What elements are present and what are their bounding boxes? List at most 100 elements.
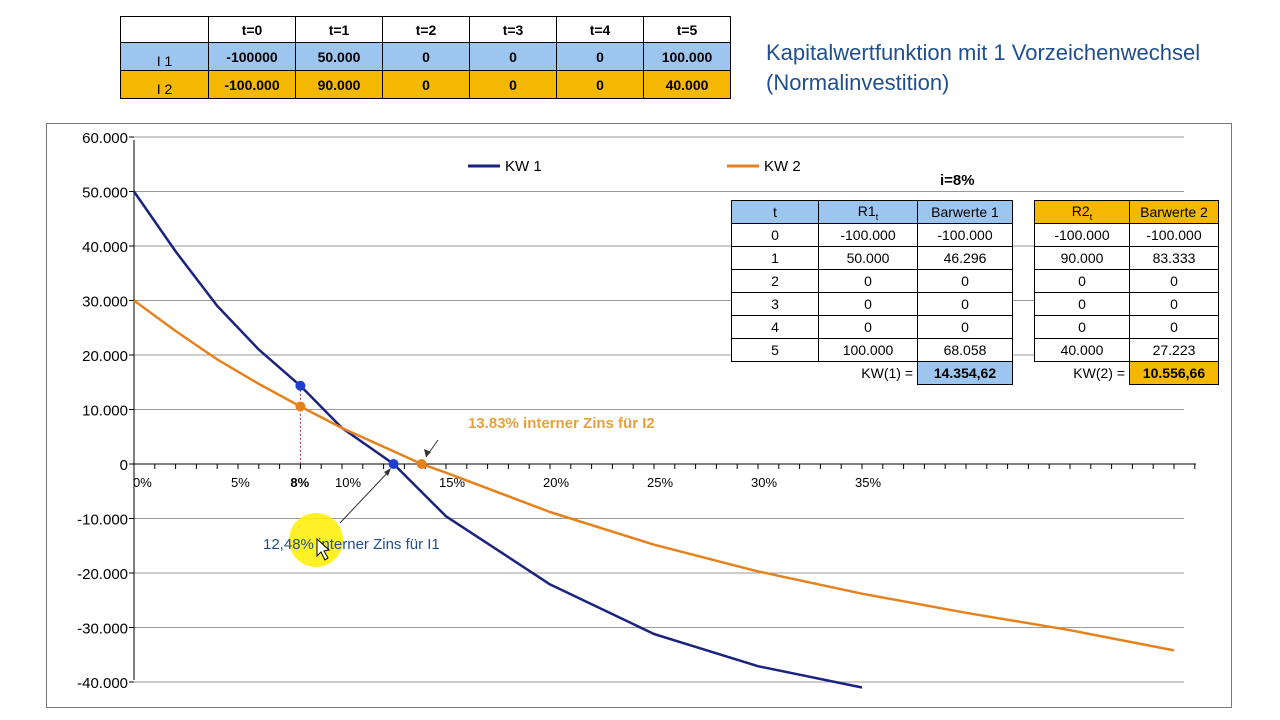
table2-row: -100.000 -100.000 xyxy=(1034,223,1219,247)
chart-annotations: 13.83% interner Zins für I2 12,48% inter… xyxy=(263,415,655,567)
cell: 100.000 xyxy=(643,42,731,71)
table1-row: 0 -100.000 -100.000 xyxy=(731,223,1013,247)
table2-header-r2: R2t xyxy=(1034,200,1130,224)
x-tick-label: 10% xyxy=(335,475,361,490)
y-tick-label: 50.000 xyxy=(82,185,128,202)
cashflow-table: t=0 t=1 t=2 t=3 t=4 t=5 I 1 -100000 50.0… xyxy=(120,16,731,99)
x-tick-label: 30% xyxy=(751,475,777,490)
y-tick-label: 60.000 xyxy=(82,130,128,147)
table1-cell: 0 xyxy=(917,269,1013,293)
y-tick-label: 40.000 xyxy=(82,239,128,256)
chart-series xyxy=(132,190,1175,689)
r1-main: R1 xyxy=(857,202,876,219)
y-tick-label: 0 xyxy=(120,457,128,474)
table2-cell: 27.223 xyxy=(1129,338,1219,362)
table2-cell: 0 xyxy=(1129,292,1219,316)
table2-cell: 83.333 xyxy=(1129,246,1219,270)
table1-cell: 0 xyxy=(818,292,918,316)
blank-cell xyxy=(732,362,819,385)
table1-cell: 46.296 xyxy=(917,246,1013,270)
kw2-value: 10.556,66 xyxy=(1129,361,1219,385)
cell: -100.000 xyxy=(208,70,296,99)
table2-cell: 0 xyxy=(1034,315,1130,339)
table1-cell: 68.058 xyxy=(917,338,1013,362)
annotation-irr-i2: 13.83% interner Zins für I2 xyxy=(468,415,655,432)
x-tick-label: 5% xyxy=(231,475,250,490)
cell: 50.000 xyxy=(295,42,383,71)
cell: 40.000 xyxy=(643,70,731,99)
table1-header-barwerte: Barwerte 1 xyxy=(917,200,1013,224)
chart-axes: 60.00050.00040.00030.00020.00010.0000-10… xyxy=(77,130,1196,692)
annotation-i2-arrowhead xyxy=(424,449,431,457)
x-tick-label: 25% xyxy=(647,475,673,490)
table1-row: 5 100.000 68.058 xyxy=(731,338,1013,362)
table1-cell: -100.000 xyxy=(917,223,1013,247)
table1-kw-row: KW(1) = 14.354,62 xyxy=(732,361,1013,385)
cursor-highlight xyxy=(289,513,343,567)
table1-cell: -100.000 xyxy=(818,223,918,247)
chart-legend: KW 1 KW 2 xyxy=(468,158,801,175)
barwert-table-1: t R1t Barwerte 1 0 -100.000 -100.000 1 50.00… xyxy=(731,200,1013,385)
table1-cell: 0 xyxy=(731,223,819,247)
table1-cell: 0 xyxy=(917,315,1013,339)
table1-cell: 4 xyxy=(731,315,819,339)
legend-kw1-label: KW 1 xyxy=(505,158,542,175)
cell: 0 xyxy=(382,70,470,99)
table2-header: R2t Barwerte 2 xyxy=(1034,200,1219,224)
table1-cell: 0 xyxy=(818,315,918,339)
table2-cell: 90.000 xyxy=(1034,246,1130,270)
header-empty xyxy=(120,16,209,43)
series-line-2 xyxy=(133,299,1175,652)
kw1-value: 14.354,62 xyxy=(917,361,1013,385)
row-label: I 1 xyxy=(120,42,209,71)
table1-header: t R1t Barwerte 1 xyxy=(731,200,1013,224)
data-point xyxy=(388,459,399,469)
table1-cell: 5 xyxy=(731,338,819,362)
r2-main: R2 xyxy=(1071,202,1090,219)
row-label: I 2 xyxy=(120,70,209,99)
kw1-label: KW(1) = xyxy=(861,365,913,382)
cell: 90.000 xyxy=(295,70,383,99)
table2-row: 40.000 27.223 xyxy=(1034,338,1219,362)
y-tick-label: 20.000 xyxy=(82,348,128,365)
x-tick-label: 35% xyxy=(855,475,881,490)
annotation-irr-i1: 12,48% interner Zins für I1 xyxy=(263,536,440,553)
cell: 0 xyxy=(556,70,644,99)
rate-label: i=8% xyxy=(940,172,975,189)
table1-cell: 100.000 xyxy=(818,338,918,362)
table1-cell: 0 xyxy=(818,269,918,293)
chart-points xyxy=(295,380,427,469)
table2-cell: 40.000 xyxy=(1034,338,1130,362)
data-point xyxy=(295,401,306,412)
cell: 0 xyxy=(469,42,557,71)
y-tick-label: 30.000 xyxy=(82,294,128,311)
table2-cell: 0 xyxy=(1129,269,1219,293)
x-tick-label: 20% xyxy=(543,475,569,490)
marked-rate-label: 8% xyxy=(290,475,309,490)
cell: 0 xyxy=(556,42,644,71)
table1-cell: 3 xyxy=(731,292,819,316)
table2-body: -100.000 -100.000 90.000 83.333 0 0 0 0 0 0 40.000… xyxy=(1034,223,1219,362)
table1-header-r1: R1t xyxy=(818,200,918,224)
data-point xyxy=(416,459,427,469)
legend-kw2-label: KW 2 xyxy=(764,158,801,175)
r2-sub: t xyxy=(1089,211,1093,222)
table2-row: 90.000 83.333 xyxy=(1034,246,1219,270)
cell: 0 xyxy=(469,70,557,99)
header-t1: t=1 xyxy=(295,16,383,43)
cell: 0 xyxy=(382,42,470,71)
series-line-1 xyxy=(132,190,863,689)
chart-frame xyxy=(46,123,1232,708)
title-line-2: (Normalinvestition) xyxy=(766,70,950,95)
table2-cell: 0 xyxy=(1034,292,1130,316)
kw2-label: KW(2) = xyxy=(1073,365,1125,382)
r1-sub: t xyxy=(875,211,879,222)
table1-row: 1 50.000 46.296 xyxy=(731,246,1013,270)
table1-cell: 0 xyxy=(917,292,1013,316)
